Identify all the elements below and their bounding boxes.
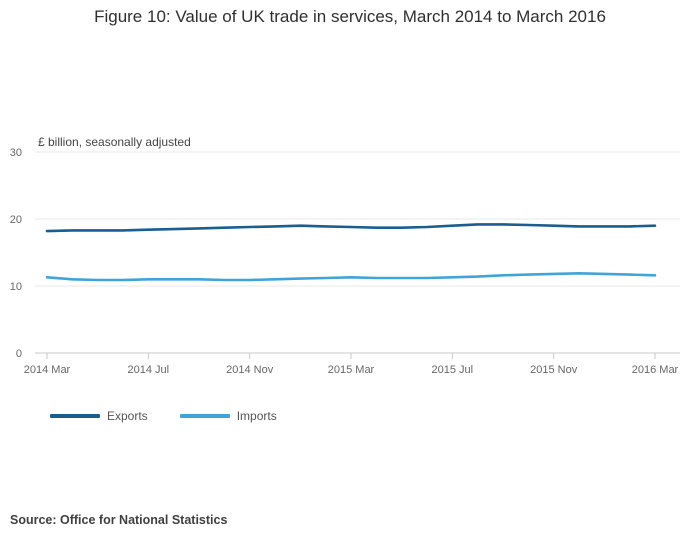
- svg-text:0: 0: [16, 348, 22, 360]
- source-attribution: Source: Office for National Statistics: [10, 513, 228, 527]
- svg-text:10: 10: [10, 281, 22, 293]
- svg-text:20: 20: [10, 214, 22, 226]
- svg-text:2014 Mar: 2014 Mar: [24, 364, 71, 376]
- chart-title: Figure 10: Value of UK trade in services…: [94, 7, 606, 26]
- svg-text:2015 Mar: 2015 Mar: [328, 364, 375, 376]
- chart-legend: Exports Imports: [50, 409, 277, 423]
- exports-line-swatch: [50, 414, 100, 418]
- legend-label-imports: Imports: [236, 409, 277, 423]
- line-chart: 0 10 20 30 2014 Mar 2014 Jul 2014 Nov 2015 Mar 2…: [10, 147, 680, 376]
- imports-line-swatch: [179, 414, 230, 418]
- chart-subtitle: £ billion, seasonally adjusted: [38, 135, 191, 149]
- svg-text:2016 Mar: 2016 Mar: [632, 364, 679, 376]
- svg-text:2015 Jul: 2015 Jul: [432, 364, 474, 376]
- svg-text:2014 Nov: 2014 Nov: [226, 364, 274, 376]
- legend-label-exports: Exports: [107, 409, 148, 423]
- svg-text:2015 Nov: 2015 Nov: [530, 364, 578, 376]
- legend-item-imports[interactable]: Imports: [179, 409, 277, 423]
- legend-item-exports[interactable]: Exports: [50, 409, 148, 423]
- svg-text:30: 30: [10, 147, 22, 159]
- svg-text:2014 Jul: 2014 Jul: [128, 364, 170, 376]
